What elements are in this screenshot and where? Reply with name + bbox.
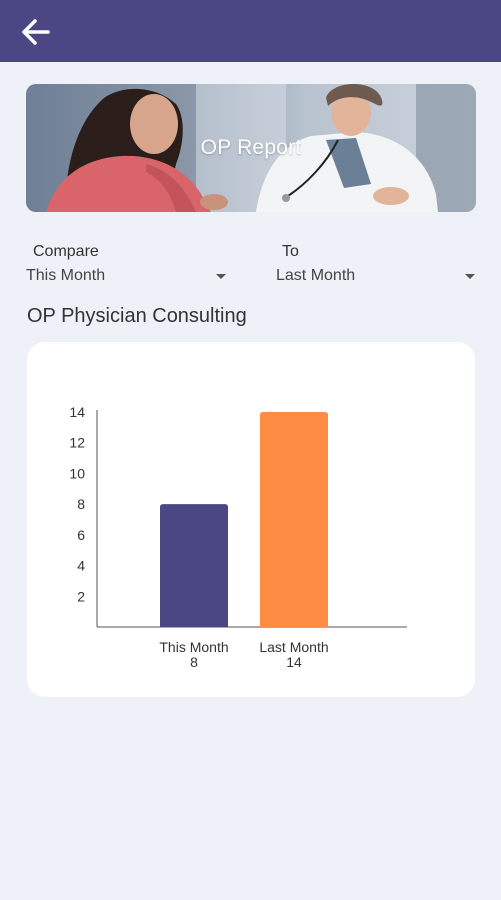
doctor-patient-illustration bbox=[46, 84, 476, 212]
y-tick-label: 2 bbox=[77, 588, 85, 604]
to-dropdown[interactable]: Last Month bbox=[276, 267, 475, 285]
back-button[interactable] bbox=[18, 14, 54, 50]
compare-dropdown[interactable]: This Month bbox=[26, 267, 226, 285]
compare-value: This Month bbox=[26, 267, 106, 284]
banner-title: OP Report bbox=[200, 136, 302, 159]
y-tick-label: 8 bbox=[77, 496, 85, 512]
y-tick-label: 10 bbox=[69, 465, 85, 481]
bar bbox=[260, 412, 328, 627]
to-filter: To Last Month bbox=[276, 243, 475, 285]
x-category-label: Last Month bbox=[259, 639, 328, 655]
report-banner: OP Report bbox=[26, 84, 476, 212]
compare-label: Compare bbox=[33, 243, 99, 260]
chart-card: 2 4 6 8 10 12 14 This Month 8 Last Month 14 bbox=[27, 342, 475, 697]
x-category-label: This Month bbox=[159, 639, 228, 655]
bar-value-label: 14 bbox=[286, 654, 302, 670]
to-label: To bbox=[282, 243, 299, 260]
y-tick-label: 12 bbox=[69, 435, 85, 451]
compare-filter: Compare This Month bbox=[26, 243, 226, 285]
section-title: OP Physician Consulting bbox=[27, 305, 247, 327]
chevron-down-icon bbox=[216, 273, 226, 279]
arrow-left-icon bbox=[22, 19, 50, 45]
bar-value-label: 8 bbox=[190, 654, 198, 670]
y-tick-label: 6 bbox=[77, 527, 85, 543]
y-tick-label: 14 bbox=[69, 404, 85, 420]
bar bbox=[160, 504, 228, 627]
chevron-down-icon bbox=[465, 273, 475, 279]
app-bar bbox=[0, 0, 501, 62]
to-value: Last Month bbox=[276, 267, 356, 284]
y-tick-label: 4 bbox=[77, 558, 85, 574]
